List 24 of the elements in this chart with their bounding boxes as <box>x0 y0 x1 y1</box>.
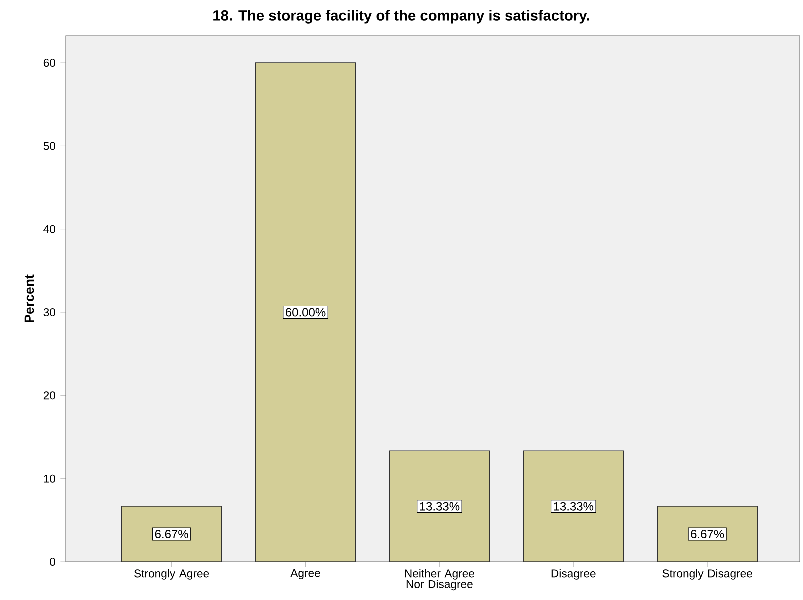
bar <box>523 450 624 562</box>
data-label: 13.33% <box>554 502 594 511</box>
bar <box>389 450 490 562</box>
chart-title: 18. The storage facility of the company is satisfactory. <box>214 10 590 24</box>
y-tick-label: 60 <box>44 59 56 68</box>
data-label: 13.33% <box>420 502 460 511</box>
y-tick-label: 10 <box>44 474 56 483</box>
data-label: 60.00% <box>286 308 326 317</box>
x-tick-label: Strongly Agree <box>134 569 210 580</box>
y-tick-label: 50 <box>44 142 56 150</box>
data-label: 6.67% <box>155 530 188 539</box>
y-tick-label: 30 <box>44 308 56 317</box>
x-tick-label: Neither Agree Nor Disagree <box>405 569 474 591</box>
y-tick-label: 0 <box>50 558 56 566</box>
y-tick-label: 40 <box>44 225 56 234</box>
x-tick-label: Disagree <box>552 569 596 580</box>
bar <box>255 62 356 562</box>
bar <box>122 506 222 562</box>
data-label: 6.67% <box>691 530 724 539</box>
y-axis-title: Percent <box>24 274 34 323</box>
x-tick-label: Agree <box>290 569 320 580</box>
bar <box>657 506 758 562</box>
x-tick-label: Strongly Disagree <box>662 569 752 580</box>
y-tick-label: 20 <box>44 392 56 400</box>
